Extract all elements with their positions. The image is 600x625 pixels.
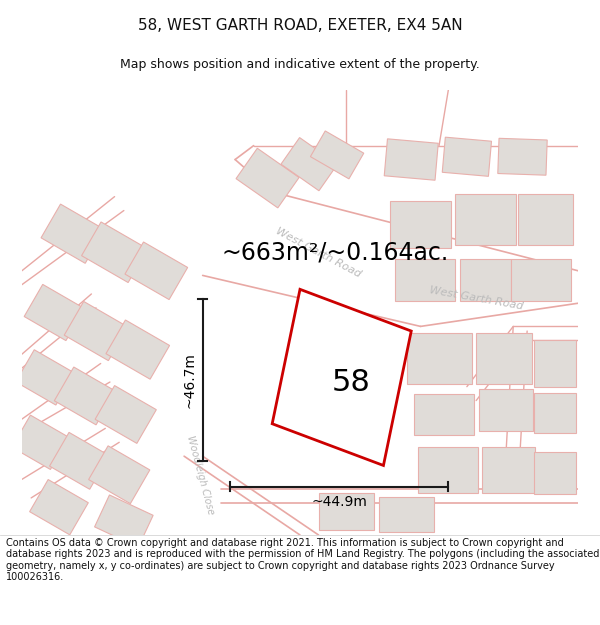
Polygon shape: [24, 284, 85, 341]
Polygon shape: [533, 392, 576, 432]
Text: ~46.7m: ~46.7m: [182, 352, 197, 408]
Polygon shape: [236, 148, 299, 208]
Polygon shape: [16, 350, 74, 405]
Polygon shape: [95, 495, 153, 548]
Polygon shape: [442, 137, 491, 176]
Text: 58: 58: [332, 368, 370, 396]
Polygon shape: [29, 479, 88, 535]
Polygon shape: [272, 289, 411, 466]
Text: Woodleigh Close: Woodleigh Close: [185, 434, 216, 516]
Text: West Garth Road: West Garth Road: [274, 226, 363, 279]
Polygon shape: [41, 204, 104, 263]
Polygon shape: [12, 415, 69, 469]
Polygon shape: [384, 139, 438, 180]
Polygon shape: [125, 242, 188, 299]
Text: 58, WEST GARTH ROAD, EXETER, EX4 5AN: 58, WEST GARTH ROAD, EXETER, EX4 5AN: [137, 18, 463, 32]
Polygon shape: [534, 340, 576, 387]
Polygon shape: [89, 446, 150, 504]
Polygon shape: [64, 301, 128, 361]
Polygon shape: [55, 367, 116, 425]
Polygon shape: [106, 320, 170, 379]
Polygon shape: [413, 394, 474, 436]
Polygon shape: [395, 259, 455, 301]
Polygon shape: [407, 333, 472, 384]
Text: ~44.9m: ~44.9m: [311, 494, 367, 509]
Polygon shape: [533, 451, 576, 494]
Text: ~663m²/~0.164ac.: ~663m²/~0.164ac.: [221, 240, 448, 264]
Polygon shape: [82, 222, 148, 282]
Polygon shape: [479, 389, 533, 431]
Polygon shape: [455, 194, 515, 245]
Polygon shape: [319, 493, 374, 531]
Polygon shape: [460, 259, 511, 301]
Polygon shape: [518, 194, 574, 245]
Polygon shape: [418, 447, 478, 493]
Polygon shape: [95, 386, 157, 443]
Text: West Garth Road: West Garth Road: [428, 286, 524, 312]
Polygon shape: [391, 201, 451, 248]
Polygon shape: [379, 497, 434, 532]
Polygon shape: [498, 138, 547, 175]
Polygon shape: [482, 447, 535, 493]
Text: Contains OS data © Crown copyright and database right 2021. This information is : Contains OS data © Crown copyright and d…: [6, 538, 599, 582]
Text: Map shows position and indicative extent of the property.: Map shows position and indicative extent…: [120, 58, 480, 71]
Polygon shape: [310, 131, 364, 179]
Polygon shape: [281, 138, 338, 191]
Polygon shape: [50, 432, 109, 489]
Polygon shape: [476, 333, 532, 384]
Polygon shape: [511, 259, 571, 301]
